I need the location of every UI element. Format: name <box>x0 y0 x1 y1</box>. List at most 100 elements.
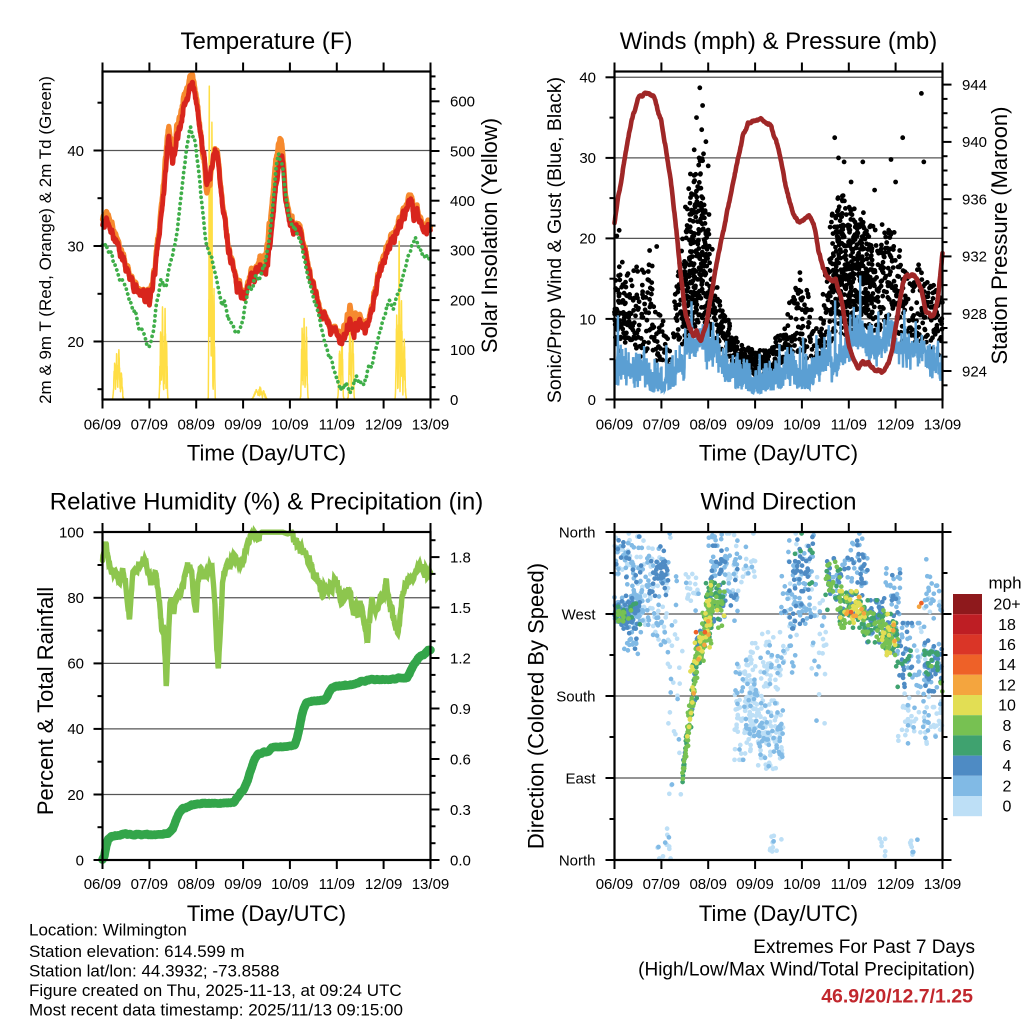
svg-text:Wind Direction: Wind Direction <box>700 489 856 516</box>
svg-text:1.8: 1.8 <box>450 549 471 566</box>
svg-text:14: 14 <box>998 657 1016 674</box>
svg-text:Relative Humidity (%) & Precip: Relative Humidity (%) & Precipitation (i… <box>50 489 483 516</box>
svg-text:46.9/20/12.7/1.25: 46.9/20/12.7/1.25 <box>821 986 973 1008</box>
svg-text:13/09: 13/09 <box>412 417 450 434</box>
svg-text:09/09: 09/09 <box>736 417 774 434</box>
svg-text:09/09: 09/09 <box>736 876 774 893</box>
svg-text:North: North <box>559 524 596 541</box>
svg-text:08/09: 08/09 <box>689 417 727 434</box>
svg-text:100: 100 <box>450 342 475 359</box>
svg-text:0: 0 <box>450 392 458 409</box>
svg-text:13/09: 13/09 <box>924 417 962 434</box>
svg-text:Figure created on Thu, 2025-11: Figure created on Thu, 2025-11-13, at 09… <box>29 981 402 1000</box>
svg-text:0.0: 0.0 <box>450 852 471 869</box>
svg-text:0: 0 <box>76 852 84 869</box>
svg-text:940: 940 <box>962 134 987 151</box>
svg-text:12/09: 12/09 <box>877 417 915 434</box>
svg-text:Time (Day/UTC): Time (Day/UTC) <box>699 440 858 465</box>
svg-text:Time (Day/UTC): Time (Day/UTC) <box>187 901 346 926</box>
svg-text:13/09: 13/09 <box>924 876 962 893</box>
svg-text:07/09: 07/09 <box>643 876 681 893</box>
svg-text:0.6: 0.6 <box>450 751 471 768</box>
svg-text:Station elevation: 614.599 m: Station elevation: 614.599 m <box>29 942 244 961</box>
svg-text:12: 12 <box>998 677 1016 694</box>
svg-text:Time (Day/UTC): Time (Day/UTC) <box>187 440 346 465</box>
svg-text:Winds (mph) & Pressure (mb): Winds (mph) & Pressure (mb) <box>620 28 937 55</box>
svg-text:Percent & Total Rainfall: Percent & Total Rainfall <box>33 587 58 815</box>
svg-text:Temperature (F): Temperature (F) <box>180 28 352 55</box>
svg-text:80: 80 <box>67 590 84 607</box>
svg-text:40: 40 <box>67 721 84 738</box>
svg-text:09/09: 09/09 <box>224 876 262 893</box>
svg-text:Most recent data timestamp: 20: Most recent data timestamp: 2025/11/13 0… <box>29 1001 403 1020</box>
svg-text:Station lat/lon: 44.3932; -73.: Station lat/lon: 44.3932; -73.8588 <box>29 962 279 981</box>
svg-text:0: 0 <box>1003 799 1012 816</box>
svg-text:Sonic/Prop Wind & Gust (Blue,: Sonic/Prop Wind & Gust (Blue, Black) <box>544 77 566 403</box>
svg-text:30: 30 <box>67 238 84 255</box>
svg-text:928: 928 <box>962 306 987 323</box>
svg-text:11/09: 11/09 <box>831 417 867 434</box>
svg-text:10: 10 <box>998 698 1016 715</box>
svg-text:08/09: 08/09 <box>689 876 727 893</box>
svg-text:06/09: 06/09 <box>84 876 122 893</box>
svg-text:Direction (Colored By Speed): Direction (Colored By Speed) <box>524 563 549 849</box>
svg-text:Extremes For Past 7 Days: Extremes For Past 7 Days <box>753 937 975 958</box>
svg-text:40: 40 <box>67 143 84 160</box>
svg-text:936: 936 <box>962 191 987 208</box>
svg-text:11/09: 11/09 <box>831 876 867 893</box>
svg-text:0.3: 0.3 <box>450 802 471 819</box>
svg-text:Station Pressure (Maroon): Station Pressure (Maroon) <box>987 107 1012 365</box>
svg-text:07/09: 07/09 <box>131 876 169 893</box>
svg-text:06/09: 06/09 <box>596 876 634 893</box>
svg-text:1.2: 1.2 <box>450 650 471 667</box>
svg-text:6: 6 <box>1003 738 1012 755</box>
svg-text:Time (Day/UTC): Time (Day/UTC) <box>699 901 858 926</box>
svg-text:0.9: 0.9 <box>450 701 471 718</box>
svg-text:08/09: 08/09 <box>177 417 215 434</box>
svg-text:2m & 9m T (Red, Orange) & 2m T: 2m & 9m T (Red, Orange) & 2m Td (Green) <box>36 76 55 404</box>
svg-text:100: 100 <box>59 525 84 542</box>
svg-text:South: South <box>556 688 595 705</box>
svg-text:10/09: 10/09 <box>783 876 821 893</box>
svg-text:11/09: 11/09 <box>319 417 355 434</box>
svg-text:1.5: 1.5 <box>450 600 471 617</box>
svg-text:06/09: 06/09 <box>596 417 634 434</box>
svg-text:18: 18 <box>998 617 1016 634</box>
svg-text:20: 20 <box>579 231 596 248</box>
svg-text:40: 40 <box>579 70 596 87</box>
svg-text:500: 500 <box>450 143 475 160</box>
svg-text:300: 300 <box>450 243 475 260</box>
svg-text:4: 4 <box>1003 758 1012 775</box>
svg-text:600: 600 <box>450 94 475 111</box>
svg-text:07/09: 07/09 <box>643 417 681 434</box>
svg-text:06/09: 06/09 <box>84 417 122 434</box>
svg-text:08/09: 08/09 <box>177 876 215 893</box>
svg-text:2: 2 <box>1003 778 1012 795</box>
svg-text:10/09: 10/09 <box>271 876 309 893</box>
svg-text:11/09: 11/09 <box>319 876 355 893</box>
svg-text:East: East <box>565 770 596 787</box>
svg-text:60: 60 <box>67 656 84 673</box>
svg-text:0: 0 <box>588 392 596 409</box>
svg-text:09/09: 09/09 <box>224 417 262 434</box>
svg-text:10/09: 10/09 <box>783 417 821 434</box>
svg-text:12/09: 12/09 <box>877 876 915 893</box>
svg-text:13/09: 13/09 <box>412 876 450 893</box>
svg-text:12/09: 12/09 <box>365 876 403 893</box>
svg-text:07/09: 07/09 <box>131 417 169 434</box>
svg-text:10: 10 <box>579 311 596 328</box>
svg-text:20+: 20+ <box>993 597 1020 614</box>
svg-text:932: 932 <box>962 249 987 266</box>
svg-text:924: 924 <box>962 363 987 380</box>
svg-text:Location: Wilmington: Location: Wilmington <box>29 921 187 940</box>
svg-text:mph: mph <box>988 574 1021 593</box>
svg-text:20: 20 <box>67 787 84 804</box>
svg-text:North: North <box>559 852 596 869</box>
svg-text:944: 944 <box>962 77 987 94</box>
svg-text:8: 8 <box>1003 718 1012 735</box>
svg-text:200: 200 <box>450 292 475 309</box>
svg-text:30: 30 <box>579 150 596 167</box>
svg-text:(High/Low/Max Wind/Total Preci: (High/Low/Max Wind/Total Precipitation) <box>638 960 975 981</box>
svg-text:Solar Insolation (Yellow): Solar Insolation (Yellow) <box>477 118 502 353</box>
svg-text:12/09: 12/09 <box>365 417 403 434</box>
